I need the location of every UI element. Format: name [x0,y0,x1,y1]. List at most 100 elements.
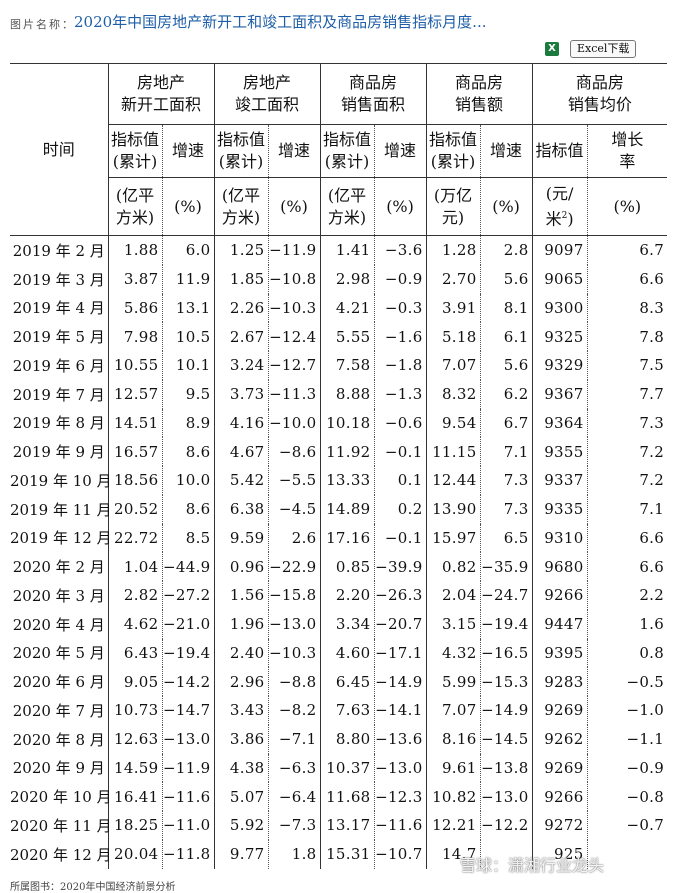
value-cell: 9367 [531,379,588,409]
value-cell: 13.17 [319,811,375,840]
group-line-2: 销售均价 [567,95,632,114]
value-cell: 11.9 [161,264,215,294]
value-cell: 15.97 [425,523,481,553]
value-cell: 20.04 [107,839,162,869]
unit-value: (万亿 元) [425,177,481,236]
value-cell: 8.6 [161,494,215,524]
group-line-1: 房地产 [243,73,292,92]
value-cell: 9.61 [425,753,481,783]
value-cell: −8.2 [267,696,321,725]
value-cell: 10.5 [161,322,215,351]
time-cell: 2020 年 12 月 [10,845,112,864]
value-cell: 17.16 [319,523,375,553]
table-row: 2020 年 2 月 1.04 −44.9 0.96 −22.9 0.85 −39.9 0.8… [10,552,668,581]
value-cell: 6.38 [213,494,269,524]
value-cell: −0.8 [586,782,668,811]
value-cell: 4.60 [319,638,375,668]
watermark: 雪球：潇湘行业龙头 [460,856,605,875]
value-cell: 6.7 [479,408,533,438]
value-cell: −0.7 [586,811,668,840]
value-cell: 12.63 [107,724,162,754]
table-body: 2019 年 2 月 1.88 6.0 1.25 −11.9 1.41 −3.6 1.28 2.… [10,235,668,869]
group-header-completed: 房地产 竣工面积 [213,63,321,125]
value-cell: −0.6 [373,408,427,438]
value-cell: −14.2 [161,667,215,696]
unit-percent: (%) [479,177,533,236]
subhead-value: 指标值 (累计) [425,124,481,178]
value-cell: 1.8 [267,839,321,869]
table-row: 2020 年 10 月 16.41 −11.6 5.07 −6.4 11.68 −12.3 1… [10,782,668,811]
value-cell: −20.7 [373,609,427,639]
value-cell: −11.6 [373,811,427,840]
time-cell: 2019 年 7 月 [12,385,105,404]
value-cell: 4.62 [107,609,162,639]
value-cell: 7.1 [586,494,668,524]
unit-line-2: 方米) [327,207,367,227]
excel-icon: X [545,42,559,56]
time-cell: 2019 年 9 月 [12,443,105,462]
unit-line-2: 方米) [115,207,155,227]
value-cell: −35.9 [479,552,533,581]
table-row: 2019 年 6 月 10.55 10.1 3.24 −12.7 7.58 −1.8 7.07… [10,351,668,380]
value-cell: 3.73 [213,379,269,409]
value-cell: 0.96 [213,552,269,581]
time-cell: 2019 年 12 月 [10,529,112,548]
subhead-line-1: 指标值 [217,130,266,149]
value-cell [586,839,668,869]
value-cell: −8.6 [267,437,321,466]
value-cell: −1.1 [586,724,668,754]
time-cell: 2020 年 5 月 [12,644,105,663]
group-line-1: 商品房 [455,73,504,92]
subhead-line-2: (累计) [218,152,264,171]
subhead-value: 指标值 (累计) [213,124,269,178]
value-cell: −16.5 [479,638,533,668]
excel-download-button[interactable]: Excel下载 [570,40,637,58]
value-cell: 2.82 [107,581,162,610]
value-cell: 11.15 [425,437,481,466]
subhead-growth: 增速 [373,124,427,178]
group-line-1: 商品房 [349,73,398,92]
unit-line-2: 元) [441,207,465,227]
group-line-2: 销售面积 [341,95,406,114]
value-cell: 10.18 [319,408,375,438]
value-cell: −0.9 [373,264,427,294]
value-cell: 6.6 [586,523,668,553]
unit-line-1: (元/ [545,183,574,203]
value-cell: 8.32 [425,379,481,409]
time-cell: 2020 年 8 月 [12,730,105,749]
value-cell: 1.56 [213,581,269,610]
time-cell: 2020 年 10 月 [10,788,112,807]
value-cell: 5.6 [479,351,533,380]
value-cell: −13.0 [373,753,427,783]
table-row: 2020 年 7 月 10.73 −14.7 3.43 −8.2 7.63 −14.1 7.0… [10,696,668,725]
unit-area: (亿平 方米) [107,177,162,236]
value-cell: −12.2 [479,811,533,840]
value-cell: 1.28 [425,235,481,265]
unit-percent: (%) [161,177,215,236]
excel-download[interactable]: X Excel下载 [545,40,637,60]
value-cell: −13.8 [479,753,533,783]
unit-percent: (%) [267,177,321,236]
table-row: 2019 年 8 月 14.51 8.9 4.16 −10.0 10.18 −0.6 9.54… [10,408,668,438]
value-cell: 5.92 [213,811,269,840]
value-cell: −13.0 [267,609,321,639]
table-row: 2019 年 10 月 18.56 10.0 5.42 −5.5 13.33 0.1 12.4… [10,466,668,495]
unit-area: (亿平 方米) [319,177,375,236]
value-cell: −13.0 [161,724,215,754]
value-cell: 14.51 [107,408,162,438]
value-cell: 2.26 [213,293,269,323]
value-cell: −10.7 [373,839,427,869]
value-cell: 7.07 [425,351,481,380]
value-cell: −10.8 [267,264,321,294]
value-cell: 1.6 [586,609,668,639]
value-cell: 9269 [531,696,588,725]
value-cell: 11.68 [319,782,375,811]
subhead-line-2: (累计) [430,152,476,171]
figure-title-link[interactable]: 2020年中国房地产新开工和竣工面积及商品房销售指标月度... [74,13,487,31]
time-cell: 2020 年 3 月 [12,586,105,605]
value-cell: 9447 [531,609,588,639]
figure-name-label: 图片名称： [10,18,75,31]
value-cell: 6.6 [586,264,668,294]
value-cell [479,839,533,869]
value-cell: 6.6 [586,552,668,581]
